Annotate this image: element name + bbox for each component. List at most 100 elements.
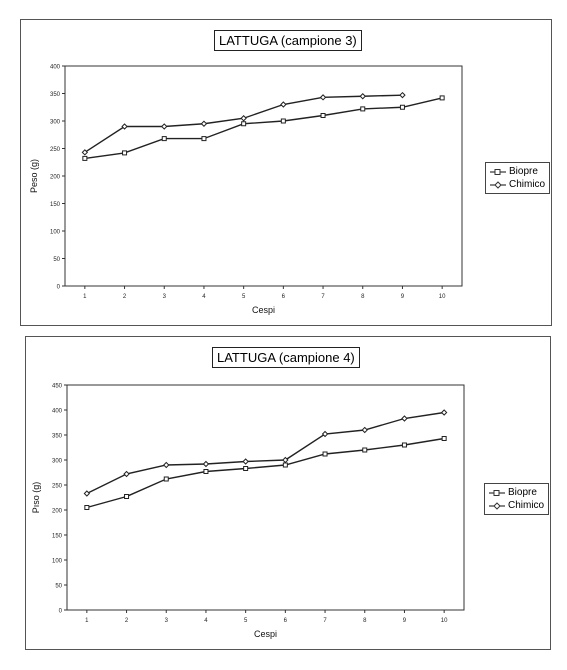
- data-point-chimico: [83, 490, 91, 497]
- diamond-marker-icon: [489, 501, 505, 510]
- data-point-biopre: [241, 121, 247, 127]
- x-axis-label: Cespi: [254, 629, 277, 639]
- x-tick-label: 8: [363, 618, 367, 624]
- y-axis-label: Pıso (g): [31, 482, 41, 514]
- x-tick-label: 10: [441, 618, 448, 624]
- x-tick-label: 7: [321, 294, 325, 300]
- y-tick-label: 400: [50, 65, 61, 71]
- x-tick-label: 6: [284, 618, 288, 624]
- data-point-biopre: [122, 150, 128, 156]
- chart-panel-1: 0 50 100 150 200 250 300 350 400 1 2 3 4 5 6 7 8 9 10 Cespi…: [20, 19, 552, 326]
- square-marker-icon: [489, 489, 505, 496]
- legend-item-biopre: Biopre: [490, 165, 545, 178]
- x-tick-label: 7: [323, 618, 327, 624]
- legend-item-chimico: Chimico: [489, 499, 544, 512]
- y-tick-label: 150: [52, 534, 63, 540]
- chart-1-title: LATTUGA (campione 3): [214, 30, 362, 51]
- y-tick-label: 450: [52, 384, 63, 390]
- y-tick-label: 50: [55, 584, 62, 590]
- x-tick-label: 2: [123, 294, 127, 300]
- data-point-chimico: [401, 415, 408, 422]
- x-tick-label: 8: [361, 294, 365, 300]
- data-point-biopre: [203, 469, 209, 474]
- x-tick-label: 3: [163, 294, 167, 300]
- data-point-chimico: [361, 426, 368, 434]
- data-point-biopre: [399, 104, 405, 110]
- x-tick-label: 10: [439, 294, 446, 300]
- data-point-biopre: [322, 451, 328, 457]
- legend-label: Chimico: [508, 500, 545, 511]
- data-point-chimico: [319, 94, 327, 101]
- data-point-chimico: [240, 115, 247, 122]
- legend-label: Chimico: [509, 179, 546, 190]
- x-tick-label: 9: [403, 618, 407, 624]
- x-tick-label: 1: [85, 618, 89, 624]
- data-point-chimico: [399, 91, 406, 99]
- data-point-chimico: [161, 123, 168, 130]
- x-tick-label: 6: [282, 294, 286, 300]
- x-tick-label: 3: [165, 618, 169, 624]
- y-tick-label: 150: [50, 202, 61, 208]
- y-tick-label: 250: [50, 147, 61, 153]
- series-line-chimico: [86, 411, 445, 495]
- data-point-biopre: [82, 155, 88, 161]
- data-point-biopre: [201, 136, 207, 142]
- data-point-biopre: [360, 106, 366, 112]
- data-point-chimico: [242, 458, 249, 465]
- x-tick-label: 5: [244, 618, 248, 624]
- chart-1-plot: 0 50 100 150 200 250 300 350 400 1 2 3 4 5 6 7 8 9 10 Cespi…: [29, 65, 463, 315]
- data-point-chimico: [81, 149, 89, 156]
- chart-1-legend: Biopre Chimico: [485, 162, 551, 194]
- series-line-biopre: [84, 97, 443, 160]
- chart-2-legend: Biopre Chimico: [484, 483, 550, 515]
- y-tick-label: 400: [52, 409, 63, 415]
- y-tick-label: 200: [52, 509, 63, 515]
- data-point-biopre: [280, 118, 286, 124]
- y-tick-label: 300: [52, 459, 63, 465]
- x-tick-label: 1: [83, 294, 87, 300]
- data-point-chimico: [202, 460, 210, 468]
- data-point-chimico: [200, 120, 208, 127]
- y-tick-label: 0: [59, 609, 63, 615]
- legend-label: Biopre: [509, 166, 538, 177]
- series-line-biopre: [86, 437, 445, 509]
- data-point-biopre: [124, 494, 130, 499]
- y-tick-label: 250: [52, 484, 63, 490]
- data-point-biopre: [401, 442, 407, 448]
- data-point-chimico: [121, 123, 128, 130]
- y-tick-label: 50: [53, 257, 60, 263]
- y-tick-label: 100: [50, 230, 61, 236]
- data-point-chimico: [163, 461, 170, 469]
- x-tick-label: 4: [204, 618, 208, 624]
- data-point-biopre: [320, 113, 326, 118]
- data-point-biopre: [439, 95, 445, 101]
- y-tick-label: 200: [50, 175, 61, 181]
- x-tick-label: 9: [401, 294, 405, 300]
- data-point-biopre: [362, 447, 368, 453]
- square-marker-icon: [490, 168, 506, 175]
- y-tick-label: 300: [50, 120, 61, 126]
- data-point-chimico: [359, 93, 366, 100]
- y-axis-label: Peso (g): [29, 159, 39, 193]
- data-point-biopre: [282, 462, 288, 468]
- data-point-chimico: [123, 470, 130, 478]
- data-point-chimico: [280, 101, 287, 108]
- data-point-chimico: [282, 456, 289, 464]
- chart-2-title: LATTUGA (campione 4): [212, 347, 360, 368]
- y-tick-label: 350: [50, 92, 61, 98]
- data-point-biopre: [243, 466, 249, 471]
- data-point-biopre: [84, 505, 90, 510]
- y-tick-label: 0: [57, 285, 61, 291]
- data-point-biopre: [441, 436, 447, 441]
- x-tick-label: 5: [242, 294, 246, 300]
- x-axis-label: Cespi: [252, 305, 275, 315]
- data-point-biopre: [161, 136, 167, 142]
- chart-2-plot: 0 50 100 150 200 250 300 350 400 450 1 2 3 4 5 6 7 8 9 10 Ce…: [31, 384, 465, 639]
- plot-area: [64, 65, 463, 287]
- y-tick-label: 100: [52, 559, 63, 565]
- legend-item-biopre: Biopre: [489, 486, 544, 499]
- chart-panel-2: 0 50 100 150 200 250 300 350 400 450 1 2 3 4 5 6 7 8 9 10 Ce…: [25, 336, 551, 650]
- y-tick-label: 350: [52, 434, 63, 440]
- data-point-chimico: [321, 430, 329, 438]
- data-point-chimico: [440, 409, 448, 416]
